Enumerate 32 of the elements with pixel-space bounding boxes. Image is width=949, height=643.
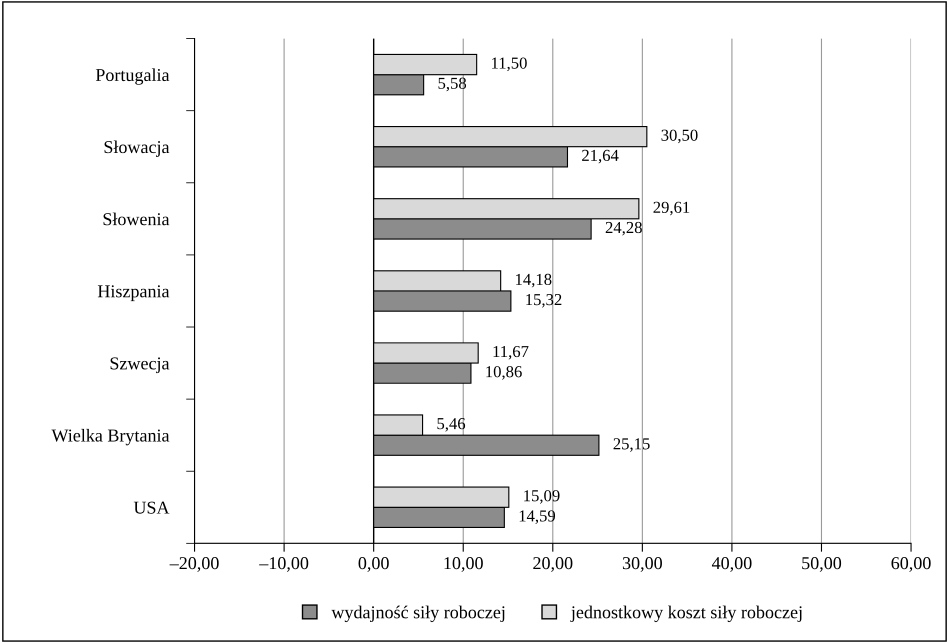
x-tick-label: –10,00 bbox=[259, 557, 308, 572]
y-tick-label: Wielka Brytania bbox=[51, 428, 170, 446]
x-tick-label: 10,00 bbox=[444, 557, 483, 572]
x-tick-label: 0,00 bbox=[358, 557, 389, 572]
data-label: 5,46 bbox=[437, 418, 466, 432]
x-tick-label: –20,00 bbox=[170, 557, 219, 572]
data-label: 25,15 bbox=[614, 438, 650, 452]
x-tick-label: 60,00 bbox=[892, 557, 931, 572]
x-tick-label: 30,00 bbox=[622, 557, 662, 572]
data-label: 21,64 bbox=[582, 150, 619, 164]
y-tick-label: USA bbox=[134, 502, 170, 514]
data-label: 11,67 bbox=[494, 346, 528, 360]
data-label: 15,09 bbox=[524, 490, 560, 504]
data-label: 15,32 bbox=[526, 294, 562, 308]
data-label: 5,58 bbox=[438, 78, 466, 92]
y-tick-label: Portugalia bbox=[96, 68, 170, 85]
x-tick-label: 40,00 bbox=[712, 557, 752, 572]
data-label: 24,28 bbox=[606, 222, 642, 236]
y-tick-label: Słowacja bbox=[104, 140, 170, 157]
x-tick-label: 20,00 bbox=[533, 557, 572, 572]
y-tick-label: Szwecja bbox=[110, 357, 170, 374]
x-tick-label: 50,00 bbox=[802, 557, 842, 572]
data-label: 10,86 bbox=[486, 366, 522, 380]
legend-label: wydajność siły roboczej bbox=[331, 606, 504, 622]
data-label: 29,61 bbox=[653, 202, 690, 216]
legend-label: jednostkowy koszt siły roboczej bbox=[570, 606, 802, 622]
y-tick-label: Słowenia bbox=[104, 212, 170, 226]
data-label: 30,50 bbox=[662, 130, 698, 144]
data-label: 11,50 bbox=[492, 57, 527, 72]
data-label: 14,59 bbox=[520, 510, 556, 524]
y-tick-label: Hiszpania bbox=[98, 285, 170, 302]
data-label: 14,18 bbox=[516, 274, 552, 288]
